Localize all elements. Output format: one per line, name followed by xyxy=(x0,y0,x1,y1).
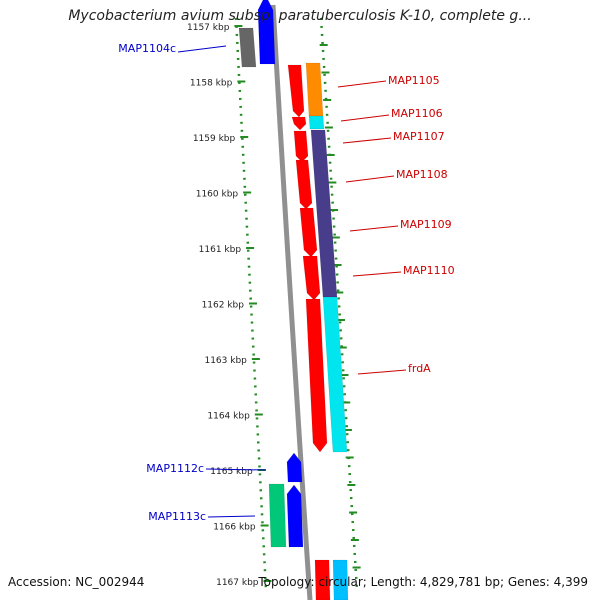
topology-label: Topology: circular; Length: 4,829,781 bp… xyxy=(258,575,588,589)
gene-label-map1108[interactable]: MAP1108 xyxy=(396,168,448,181)
gene-label-map1109[interactable]: MAP1109 xyxy=(400,218,452,231)
gene-map1105-cds[interactable] xyxy=(287,64,305,118)
gene-leader-line-frda xyxy=(357,369,407,375)
gene-label-frda[interactable]: frdA xyxy=(408,362,431,375)
gene-bottom-cyan[interactable] xyxy=(332,559,349,600)
gene-map1113c[interactable] xyxy=(268,483,287,548)
ruler-tick-label: 1162 kbp xyxy=(202,301,245,311)
gene-label-map1110[interactable]: MAP1110 xyxy=(403,264,455,277)
ruler-tick-label: 1159 kbp xyxy=(193,134,236,144)
gene-leader-line-map1104c xyxy=(177,45,227,53)
gene-bottom-red[interactable] xyxy=(314,559,331,600)
ruler-tick-label: 1164 kbp xyxy=(207,412,250,422)
ruler-tick-label: 1161 kbp xyxy=(199,245,242,255)
gene-leader-line-map1106 xyxy=(340,114,390,122)
ruler-tick-label: 1158 kbp xyxy=(190,79,233,89)
accession-label: Accession: NC_002944 xyxy=(8,575,145,589)
genome-backbone xyxy=(270,4,313,600)
gene-leader-line-map1109 xyxy=(349,225,399,232)
gene-leader-line-map1108 xyxy=(345,175,395,183)
gene-leader-line-map1113c xyxy=(207,515,256,518)
ruler-tick-label: 1166 kbp xyxy=(213,523,256,533)
ruler-tick-label: 1167 kbp xyxy=(216,578,259,588)
gene-leader-line-map1110 xyxy=(352,271,402,277)
gene-map1108-cds[interactable] xyxy=(295,159,313,210)
gene-leader-line-map1112c xyxy=(205,468,267,471)
ruler-tick-label: 1165 kbp xyxy=(210,467,253,477)
gene-label-map1106[interactable]: MAP1106 xyxy=(391,107,443,120)
ruler-tick-label: 1163 kbp xyxy=(204,356,247,366)
map-title: Mycobacterium avium subsp. paratuberculo… xyxy=(68,8,532,24)
gene-frda[interactable] xyxy=(322,296,348,453)
gene-label-map1105[interactable]: MAP1105 xyxy=(388,74,440,87)
gene-leader-line-map1107 xyxy=(342,137,392,144)
gene-map1112c[interactable] xyxy=(286,452,303,483)
gene-map1104c-arrow[interactable] xyxy=(257,0,276,65)
gene-label-map1113c[interactable]: MAP1113c xyxy=(148,510,206,523)
gene-map1109-cds[interactable] xyxy=(299,207,318,258)
gene-map1107-cds-a[interactable] xyxy=(293,130,309,163)
gene-map1106-cds[interactable] xyxy=(291,116,307,131)
gene-label-map1107[interactable]: MAP1107 xyxy=(393,130,445,143)
ruler-tick-label: 1160 kbp xyxy=(196,190,239,200)
gene-map1105[interactable] xyxy=(305,62,324,117)
gene-label-map1112c[interactable]: MAP1112c xyxy=(146,462,204,475)
gene-map1106[interactable] xyxy=(308,115,325,130)
gene-leader-line-map1105 xyxy=(337,80,387,88)
gene-map1112c-b[interactable] xyxy=(286,484,304,548)
ruler-tick-label: 1157 kbp xyxy=(187,23,230,33)
gene-label-map1104c[interactable]: MAP1104c xyxy=(118,42,176,55)
gene-frda-cds[interactable] xyxy=(305,298,328,453)
gene-map1104c-block[interactable] xyxy=(238,27,257,68)
gene-map1110-cds[interactable] xyxy=(302,255,321,301)
